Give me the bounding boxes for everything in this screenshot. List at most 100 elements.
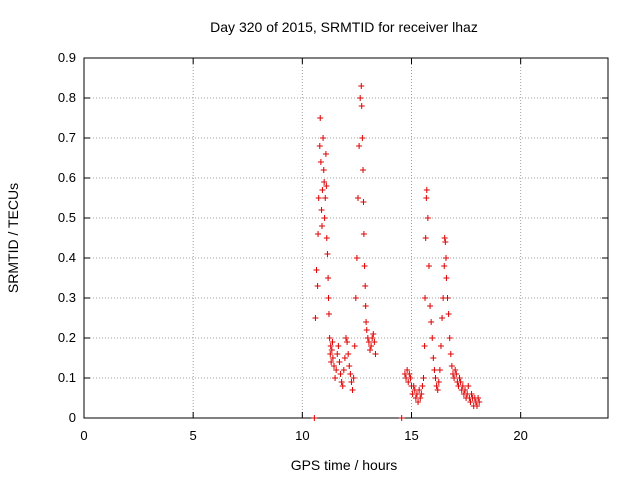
data-point: [360, 167, 367, 173]
data-point: [415, 399, 422, 405]
y-tick-label: 0.2: [58, 330, 76, 345]
ticks-layer: 0 0.1 0.2 0.3 0.4 0.5 0.6 0.7 0.8 0.9 0 5 10 15 20: [58, 50, 608, 443]
data-point: [337, 371, 344, 377]
data-point: [444, 295, 451, 301]
data-point: [407, 375, 414, 381]
data-point: [359, 135, 366, 141]
y-tick-label: 0.4: [58, 250, 76, 265]
data-point: [361, 263, 368, 269]
data-point: [325, 275, 332, 281]
data-point: [423, 195, 430, 201]
data-point: [476, 399, 483, 405]
data-point: [322, 151, 329, 157]
y-tick-label: 0.8: [58, 90, 76, 105]
data-point: [353, 255, 360, 261]
data-point: [323, 235, 330, 241]
data-point: [327, 343, 334, 349]
data-point: [363, 327, 370, 333]
data-point: [325, 295, 332, 301]
data-point: [436, 367, 443, 373]
data-point: [362, 303, 369, 309]
data-point: [325, 311, 332, 317]
data-point: [311, 415, 318, 421]
data-point: [318, 207, 325, 213]
data-point: [328, 347, 335, 353]
data-point: [370, 331, 377, 337]
data-point: [358, 83, 365, 89]
data-point: [442, 239, 449, 245]
data-point: [320, 135, 327, 141]
data-point: [465, 383, 472, 389]
y-tick-label: 0: [69, 410, 76, 425]
data-point: [451, 375, 458, 381]
data-point: [445, 311, 452, 317]
data-point: [314, 283, 321, 289]
x-tick-label: 5: [190, 428, 197, 443]
data-point: [474, 403, 480, 409]
data-point: [416, 387, 423, 393]
data-point: [362, 283, 369, 289]
data-point: [453, 371, 460, 377]
data-point: [459, 383, 466, 389]
data-point: [345, 351, 352, 357]
data-point: [410, 383, 417, 389]
data-point: [467, 399, 474, 405]
y-axis-label: SRMTID / TECUs: [5, 183, 21, 293]
data-point: [341, 355, 348, 361]
data-point: [404, 367, 411, 373]
x-tick-label: 0: [80, 428, 87, 443]
data-point: [405, 379, 412, 385]
data-point: [335, 343, 342, 349]
data-point: [418, 391, 425, 397]
data-point: [321, 179, 328, 185]
data-point: [369, 335, 376, 341]
data-point: [427, 303, 434, 309]
data-point: [338, 379, 345, 385]
data-point: [424, 215, 431, 221]
data-point: [347, 371, 354, 377]
data-point: [346, 363, 353, 369]
data-point: [326, 335, 333, 341]
data-point: [321, 215, 328, 221]
data-point: [319, 187, 326, 193]
data-point: [428, 319, 435, 325]
data-point: [358, 103, 365, 109]
data-point: [343, 335, 349, 341]
data-point: [420, 375, 427, 381]
data-point: [422, 295, 429, 301]
chart-title: Day 320 of 2015, SRMTID for receiver lha…: [210, 19, 478, 35]
data-point: [439, 315, 446, 321]
y-tick-label: 0.9: [58, 50, 76, 65]
data-point: [441, 263, 448, 269]
data-point: [442, 255, 449, 261]
data-point: [360, 231, 367, 237]
data-point: [443, 275, 450, 281]
data-point: [327, 351, 334, 357]
data-point: [406, 371, 413, 377]
data-point: [316, 143, 323, 149]
data-point: [344, 339, 351, 345]
data-point: [457, 379, 464, 385]
data-point: [333, 367, 340, 373]
data-point: [417, 395, 424, 401]
data-point: [398, 415, 405, 421]
x-tick-label: 20: [513, 428, 527, 443]
y-tick-label: 0.7: [58, 130, 76, 145]
data-point: [355, 195, 362, 201]
data-point: [318, 223, 325, 229]
data-point: [323, 183, 330, 189]
data-point: [367, 347, 374, 353]
data-point: [317, 159, 324, 165]
data-point: [350, 375, 357, 381]
data-point: [352, 295, 359, 301]
data-point: [435, 379, 442, 385]
data-point: [423, 187, 430, 193]
data-point: [447, 351, 454, 357]
data-point: [315, 231, 322, 237]
data-point: [328, 359, 335, 365]
data-point: [441, 235, 448, 241]
data-point: [429, 335, 436, 341]
data-point: [349, 387, 356, 393]
data-point: [468, 391, 475, 397]
grid-layer: [84, 58, 608, 418]
